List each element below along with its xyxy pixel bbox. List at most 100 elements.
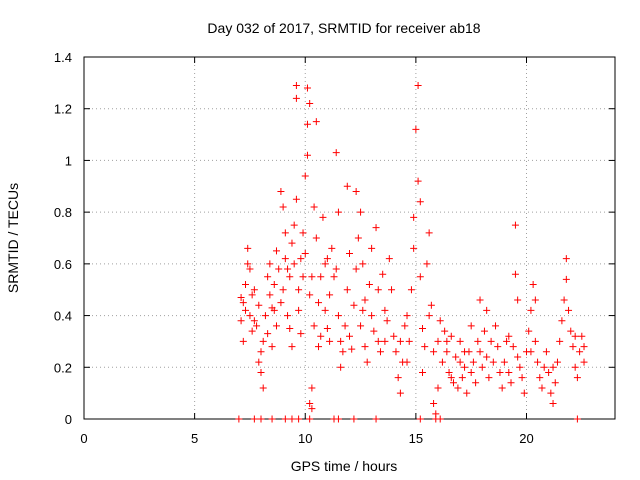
data-point — [567, 327, 575, 335]
data-point — [483, 353, 491, 361]
data-point — [308, 384, 316, 392]
data-point — [370, 327, 378, 335]
data-point — [416, 198, 424, 206]
data-point — [246, 312, 254, 320]
data-point — [279, 203, 287, 211]
data-point — [549, 363, 557, 371]
data-point — [407, 286, 415, 294]
data-point — [396, 337, 404, 345]
data-point — [505, 332, 513, 340]
data-point — [531, 337, 539, 345]
data-point — [306, 100, 314, 108]
data-point — [239, 337, 247, 345]
data-point — [321, 306, 329, 314]
data-point — [352, 265, 360, 273]
data-point — [270, 281, 278, 289]
y-axis-label: SRMTID / TECUs — [5, 183, 21, 293]
data-point — [350, 415, 358, 423]
data-point — [443, 337, 451, 345]
data-point — [498, 384, 506, 392]
y-tick-label: 0.2 — [54, 360, 72, 375]
data-point — [332, 149, 340, 157]
data-point — [290, 221, 298, 229]
x-tick-label: 10 — [298, 431, 312, 446]
y-tick-label: 1.2 — [54, 102, 72, 117]
data-point — [281, 415, 289, 423]
data-point — [295, 306, 303, 314]
data-point — [334, 208, 342, 216]
data-point — [323, 325, 331, 332]
grid-lines — [84, 57, 615, 419]
data-point — [266, 291, 274, 299]
data-point — [419, 368, 427, 376]
data-point — [264, 330, 272, 338]
data-point — [363, 358, 371, 366]
data-point — [430, 399, 438, 407]
data-point — [414, 81, 422, 89]
x-axis-label: GPS time / hours — [291, 458, 398, 474]
data-point — [416, 415, 424, 423]
data-point — [436, 415, 444, 423]
data-point — [511, 270, 519, 278]
data-point — [509, 343, 517, 351]
data-point — [376, 348, 384, 356]
data-point — [527, 348, 535, 356]
data-point — [390, 332, 398, 340]
data-point — [556, 337, 564, 345]
data-point — [326, 337, 334, 345]
data-point — [341, 322, 349, 330]
data-point — [266, 260, 274, 268]
data-point — [312, 118, 320, 126]
data-point — [381, 337, 389, 345]
data-point — [578, 332, 586, 340]
data-point — [321, 260, 329, 268]
data-point — [492, 322, 500, 330]
data-point — [573, 415, 581, 423]
data-point — [381, 306, 389, 314]
data-point — [332, 265, 340, 273]
data-point — [476, 348, 484, 356]
data-point — [354, 234, 362, 242]
data-point — [239, 299, 247, 307]
data-point — [483, 306, 491, 314]
data-point — [315, 299, 323, 307]
data-point — [531, 296, 539, 304]
data-point — [436, 317, 444, 325]
data-point — [520, 389, 528, 397]
data-point — [542, 348, 550, 356]
data-point — [388, 286, 396, 294]
data-point — [569, 343, 577, 351]
data-point — [306, 399, 314, 407]
data-point — [430, 348, 438, 356]
x-tick-label: 15 — [409, 431, 423, 446]
data-point — [405, 337, 413, 345]
data-point — [518, 374, 526, 382]
data-point — [235, 415, 243, 423]
y-tick-label: 0 — [65, 412, 72, 427]
data-point — [461, 348, 469, 356]
data-point — [303, 151, 311, 159]
data-point — [505, 368, 513, 376]
data-point — [268, 415, 276, 423]
chart-title: Day 032 of 2017, SRMTID for receiver ab1… — [207, 20, 480, 36]
y-axis-ticks: 0 0.2 0.4 0.6 0.8 1 1.2 1.4 — [54, 50, 615, 427]
data-point — [452, 353, 460, 361]
y-tick-label: 0.8 — [54, 205, 72, 220]
data-point — [361, 343, 369, 351]
data-point — [565, 306, 573, 314]
data-point — [306, 415, 314, 423]
data-point — [250, 317, 258, 325]
data-point — [261, 312, 269, 320]
data-point — [425, 312, 433, 320]
data-point — [434, 384, 442, 392]
data-point — [315, 343, 323, 351]
data-point — [553, 358, 561, 366]
data-point — [403, 358, 411, 366]
data-point — [248, 291, 256, 299]
data-point — [295, 415, 303, 423]
data-point — [472, 379, 480, 387]
data-point — [237, 293, 245, 301]
data-point — [253, 322, 261, 330]
data-point — [299, 273, 307, 281]
data-point — [259, 337, 267, 345]
